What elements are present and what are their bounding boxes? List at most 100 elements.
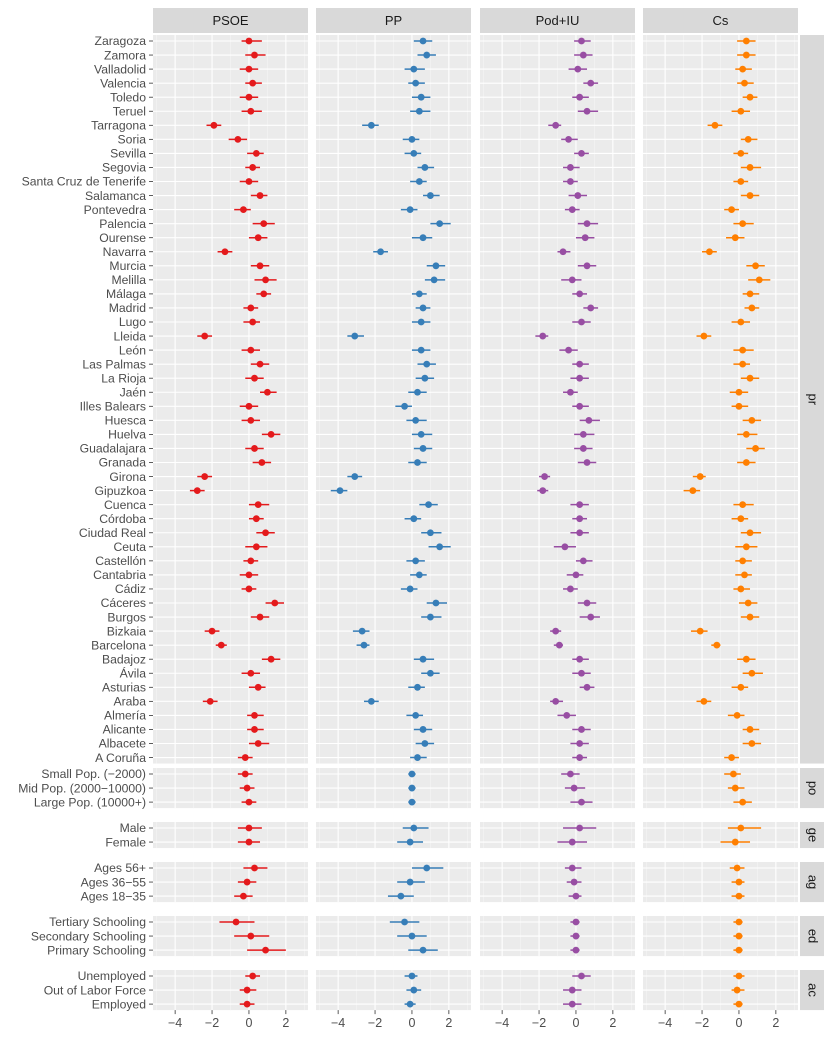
estimate-point — [249, 79, 257, 87]
estimate-point — [258, 459, 266, 466]
row-label: Ages 56+ — [94, 861, 146, 875]
row-strip-pr — [800, 35, 824, 764]
estimate-point — [256, 360, 264, 368]
row-strip-ge — [800, 822, 824, 849]
estimate-point — [739, 360, 747, 368]
estimate-point — [249, 318, 257, 326]
row-label: Salamanca — [85, 189, 146, 203]
estimate-point — [271, 599, 279, 607]
estimate-point — [737, 824, 745, 832]
x-tick-label: −4 — [658, 1016, 672, 1030]
strip-label-pp: PP — [385, 13, 402, 28]
estimate-point — [419, 726, 427, 733]
x-tick-label: −2 — [205, 1016, 219, 1030]
estimate-point — [587, 79, 595, 87]
estimate-point — [412, 557, 420, 565]
estimate-point — [254, 740, 262, 747]
estimate-point — [243, 986, 251, 994]
estimate-point — [417, 346, 425, 354]
estimate-point — [746, 93, 754, 101]
x-tick-label: 2 — [609, 1016, 616, 1030]
estimate-point — [406, 585, 414, 593]
estimate-point — [576, 360, 584, 368]
row-label: Cádiz — [115, 582, 146, 596]
estimate-point — [578, 972, 585, 980]
row-label: Araba — [113, 695, 146, 709]
estimate-point — [587, 613, 595, 621]
estimate-point — [731, 838, 739, 846]
row-label: Ceuta — [113, 540, 146, 554]
estimate-point — [417, 318, 425, 326]
estimate-point — [264, 388, 271, 396]
estimate-point — [360, 641, 368, 649]
estimate-point — [245, 37, 253, 45]
x-tick-label: 0 — [735, 1016, 742, 1030]
row-strip-label-ge: ge — [806, 828, 821, 842]
estimate-point — [410, 824, 418, 832]
estimate-point — [247, 346, 255, 354]
estimate-point — [539, 332, 547, 340]
estimate-point — [583, 599, 591, 607]
estimate-point — [262, 276, 269, 284]
estimate-point — [737, 318, 745, 326]
estimate-point — [696, 473, 704, 480]
x-tick-label: −2 — [695, 1016, 709, 1030]
estimate-point — [748, 416, 756, 424]
estimate-point — [737, 683, 745, 691]
row-strip-po — [800, 768, 824, 809]
estimate-point — [561, 543, 569, 551]
estimate-point — [254, 234, 262, 242]
estimate-point — [576, 290, 584, 298]
estimate-point — [579, 431, 587, 438]
estimate-point — [408, 932, 416, 940]
row-label: Guadalajara — [80, 442, 147, 456]
estimate-point — [572, 918, 580, 926]
row-label: León — [119, 343, 146, 357]
estimate-point — [252, 515, 260, 523]
x-tick-label: −4 — [168, 1016, 182, 1030]
estimate-point — [427, 192, 434, 199]
estimate-point — [249, 972, 257, 980]
row-label: Madrid — [109, 301, 146, 315]
estimate-point — [421, 740, 429, 747]
estimate-point — [419, 445, 427, 452]
estimate-point — [256, 613, 264, 621]
estimate-point — [243, 784, 251, 792]
estimate-point — [251, 51, 258, 59]
estimate-point — [579, 557, 587, 565]
row-label: Sevilla — [110, 147, 146, 161]
estimate-point — [572, 932, 580, 940]
row-label: Huelva — [108, 428, 146, 442]
estimate-point — [739, 798, 747, 806]
estimate-point — [256, 192, 264, 199]
estimate-point — [351, 473, 359, 480]
estimate-point — [241, 754, 249, 761]
strip-label-psoe: PSOE — [212, 13, 248, 28]
estimate-point — [576, 740, 584, 747]
estimate-point — [742, 459, 750, 466]
estimate-point — [406, 206, 414, 214]
strip-label-cs: Cs — [713, 13, 729, 28]
estimate-point — [245, 838, 253, 846]
estimate-point — [417, 93, 425, 101]
estimate-point — [735, 892, 743, 900]
estimate-point — [735, 1000, 743, 1008]
row-label: Ages 18−35 — [81, 889, 147, 903]
estimate-point — [427, 529, 434, 537]
estimate-point — [245, 585, 253, 593]
estimate-point — [696, 627, 704, 635]
estimate-point — [579, 445, 587, 452]
estimate-point — [572, 892, 580, 900]
x-tick-label: 0 — [572, 1016, 579, 1030]
estimate-point — [419, 946, 427, 954]
estimate-point — [408, 784, 416, 792]
estimate-point — [552, 697, 560, 705]
estimate-point — [700, 332, 708, 340]
row-label: Mid Pop. (2000−10000) — [18, 781, 146, 795]
estimate-point — [247, 107, 255, 115]
row-label: Zamora — [104, 48, 146, 62]
row-label: Zaragoza — [95, 34, 147, 48]
row-label: Navarra — [103, 245, 147, 259]
estimate-point — [555, 641, 563, 649]
row-label: Out of Labor Force — [44, 983, 147, 997]
